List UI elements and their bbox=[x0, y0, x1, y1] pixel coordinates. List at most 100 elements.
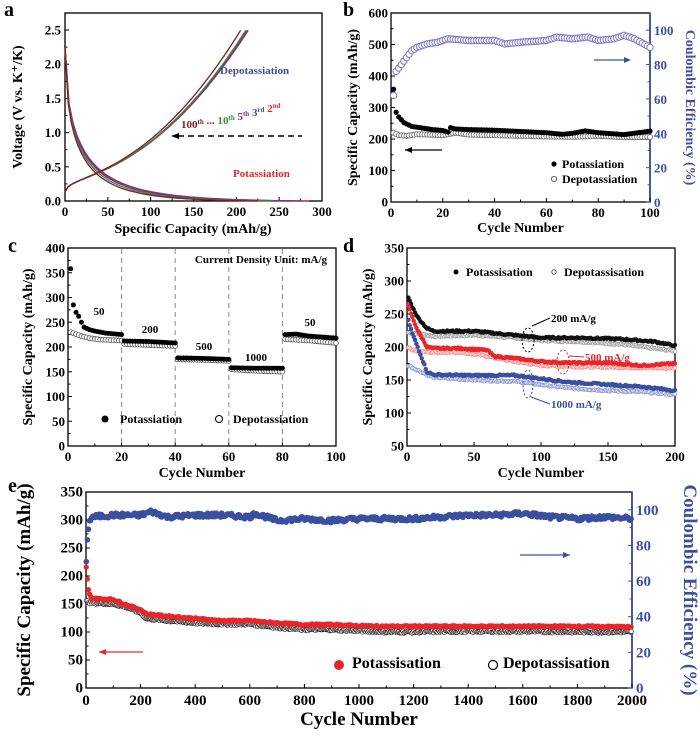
x-tick-label: 150 bbox=[184, 204, 204, 219]
potassisation-point bbox=[407, 323, 412, 328]
annotation-pointer-500 bbox=[568, 355, 585, 358]
coulombic-efficiency-point bbox=[85, 526, 92, 533]
potassiation-point bbox=[68, 266, 74, 272]
rate-label-200: 200 mA/g bbox=[551, 313, 596, 325]
x-tick-label: 0 bbox=[62, 204, 69, 219]
legend-marker-potassiation bbox=[551, 161, 557, 167]
legend-label-potassiation: Potassiation bbox=[120, 412, 182, 426]
x-tick-label: 20 bbox=[115, 449, 128, 464]
rate-label: 500 bbox=[196, 341, 213, 353]
potassiation-point bbox=[647, 128, 653, 134]
potassiation-point bbox=[226, 356, 232, 362]
x-tick-label: 0 bbox=[65, 449, 72, 464]
y2-tick-label: 60 bbox=[654, 92, 667, 107]
legend-marker-depotassiation bbox=[215, 415, 223, 423]
x-tick-label: 200 bbox=[227, 204, 247, 219]
legend-label-depotassiation: Depotassiation bbox=[562, 172, 638, 186]
x-tick-label: 100 bbox=[640, 205, 660, 220]
y-tick-label: 350 bbox=[385, 241, 405, 256]
x-tick-label: 0 bbox=[388, 205, 395, 220]
potassiation-point bbox=[76, 313, 82, 319]
y-tick-label: 2.0 bbox=[45, 57, 61, 72]
y2-tick-label: 100 bbox=[636, 503, 659, 519]
legend-marker-depotassiation bbox=[550, 175, 558, 183]
legend-marker-depotassisation bbox=[487, 659, 499, 671]
cycle-label-4: 3 bbox=[249, 107, 258, 119]
x-tick-label: 0 bbox=[82, 693, 90, 709]
y-tick-label: 300 bbox=[46, 290, 66, 305]
cycle-label-5: 2 bbox=[264, 103, 273, 115]
potassisation-point bbox=[411, 306, 416, 312]
potassiation-point bbox=[333, 335, 339, 341]
x-axis-label: Cycle Number bbox=[477, 221, 564, 236]
y-tick-label: 350 bbox=[61, 485, 84, 501]
potassisation-point bbox=[423, 366, 428, 372]
y-tick-label: 200 bbox=[369, 132, 389, 147]
y-tick-label: 300 bbox=[369, 100, 389, 115]
potassisation-point bbox=[408, 326, 414, 332]
x-tick-label: 60 bbox=[222, 449, 235, 464]
y-tick-label: 1.5 bbox=[45, 91, 62, 106]
cycle-label-sup: nd bbox=[273, 102, 281, 110]
potassisation-point bbox=[672, 387, 678, 393]
legend-label-depotassisation: Depotassisation bbox=[503, 655, 610, 672]
x-axis-label: Cycle Number bbox=[300, 709, 418, 730]
y2-tick-label: 40 bbox=[654, 126, 667, 141]
potassisation-point bbox=[85, 587, 92, 593]
x-tick-label: 50 bbox=[101, 204, 114, 219]
x-tick-label: 100 bbox=[141, 204, 161, 219]
y-axis-label: Specific Capacity (mAh/g) bbox=[346, 29, 361, 186]
panel-e-chart: 0 200 400 600 800 1000 1200 1400 1600 1800 2000050… bbox=[14, 483, 700, 730]
potassiation-point bbox=[390, 86, 397, 92]
x-tick-label: 300 bbox=[312, 204, 332, 219]
potassiation-point bbox=[78, 319, 84, 325]
charge-curve-100th bbox=[64, 29, 242, 193]
y-tick-label: 0 bbox=[76, 681, 84, 697]
potassisation-point bbox=[416, 349, 422, 354]
panel-label-a: a bbox=[4, 0, 14, 21]
rate-label-1000: 1000 mA/g bbox=[551, 399, 602, 411]
x-tick-label: 600 bbox=[239, 693, 262, 709]
y2-tick-label: 40 bbox=[636, 610, 651, 626]
y-tick-label: 200 bbox=[61, 569, 84, 585]
y-tick-label: 250 bbox=[61, 541, 84, 557]
x-tick-label: 150 bbox=[598, 449, 618, 464]
cycle-label-sup: rd bbox=[257, 106, 264, 114]
panel-c-chart: 0 20 40 60 80 100050100150200250300350400Cycl… bbox=[21, 241, 346, 482]
charge-curve-10th bbox=[64, 29, 247, 193]
depotassiation-point bbox=[333, 340, 339, 346]
capacity-axis-arrow-head bbox=[405, 147, 412, 153]
annotation-ellipse-1000 bbox=[522, 369, 534, 399]
potassisation-point bbox=[83, 564, 89, 570]
y-tick-label: 150 bbox=[46, 364, 66, 379]
x-tick-label: 2000 bbox=[617, 693, 647, 709]
potassisation-point bbox=[407, 307, 412, 312]
x-tick-label: 1800 bbox=[562, 693, 592, 709]
x-axis-label: Cycle Number bbox=[159, 466, 246, 481]
y2-tick-label: 100 bbox=[654, 23, 674, 38]
cycle-label-sup: th bbox=[198, 118, 204, 126]
y-tick-label: 2.5 bbox=[45, 23, 62, 38]
panel-label-d: d bbox=[343, 235, 354, 257]
depotassisation-point bbox=[672, 365, 678, 370]
y-tick-label: 0.0 bbox=[45, 194, 61, 209]
coulombic-efficiency-point bbox=[389, 91, 398, 100]
x-tick-label: 40 bbox=[488, 205, 501, 220]
potassisation-point bbox=[411, 318, 416, 323]
legend-label-potassisation: Potassisation bbox=[466, 265, 533, 279]
potassisation-point bbox=[672, 342, 678, 348]
cycle-label-3: 5 bbox=[235, 111, 244, 123]
x-tick-label: 400 bbox=[184, 693, 207, 709]
x-axis-label: Specific Capacity (mAh/g) bbox=[114, 222, 271, 237]
legend-label-potassisation: Potassisation bbox=[352, 655, 441, 672]
coulombic-efficiency-point bbox=[646, 43, 654, 52]
y-axis-label: Specific Capacity (mAh/g) bbox=[361, 268, 376, 425]
potassiation-label: Potassiation bbox=[233, 168, 290, 180]
y-axis-label: Voltage (V vs. K⁺/K) bbox=[11, 45, 26, 169]
y-tick-label: 0 bbox=[382, 195, 389, 210]
x-tick-label: 80 bbox=[276, 449, 289, 464]
y2-tick-label: 80 bbox=[636, 538, 651, 554]
